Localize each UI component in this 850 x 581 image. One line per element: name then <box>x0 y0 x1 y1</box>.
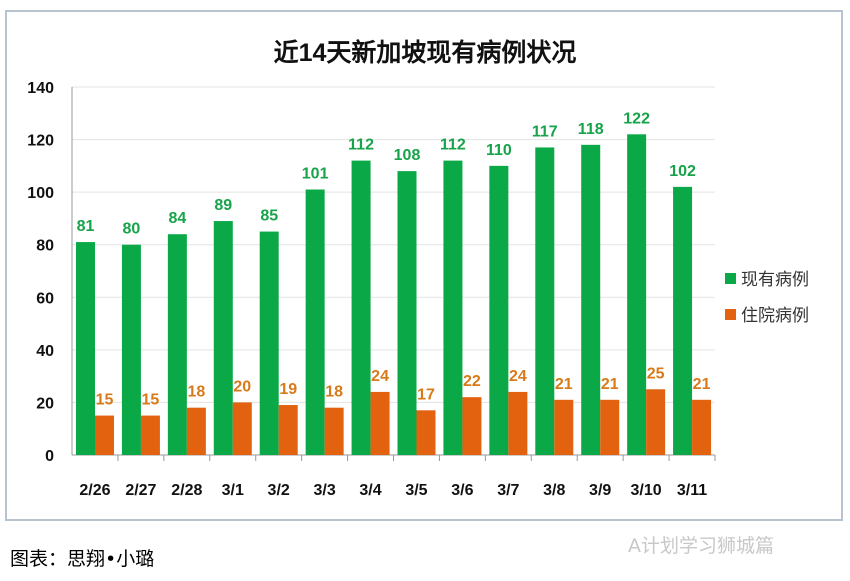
data-label: 85 <box>260 208 278 225</box>
x-tick-label: 2/26 <box>79 482 110 499</box>
x-tick-label: 3/4 <box>359 482 381 499</box>
bar-active <box>535 147 555 455</box>
data-label: 112 <box>348 137 374 154</box>
x-tick-label: 3/6 <box>451 482 473 499</box>
chart-title: 近14天新加坡现有病例状况 <box>274 38 577 67</box>
data-label: 84 <box>168 210 186 227</box>
y-tick-label: 0 <box>45 448 54 465</box>
data-label: 110 <box>486 142 512 159</box>
bar-hospitalized <box>692 399 712 455</box>
bar-active <box>259 231 279 455</box>
bar-active <box>305 189 325 455</box>
bar-active <box>443 160 463 455</box>
x-tick-label: 2/27 <box>125 482 156 499</box>
data-label: 118 <box>578 121 604 138</box>
data-label: 21 <box>601 376 619 393</box>
data-label: 15 <box>96 392 114 409</box>
bar-hospitalized <box>324 407 344 455</box>
bar-hospitalized <box>370 391 390 455</box>
data-label: 21 <box>693 376 711 393</box>
bar-hospitalized <box>600 399 620 455</box>
data-label: 101 <box>302 166 329 183</box>
y-tick-label: 60 <box>36 290 54 307</box>
legend-label: 现有病例 <box>741 270 809 290</box>
legend-swatch <box>725 273 736 284</box>
bar-active <box>489 165 509 455</box>
bar-active <box>351 160 371 455</box>
x-tick-label: 3/9 <box>589 482 611 499</box>
bar-hospitalized <box>186 407 206 455</box>
data-label: 18 <box>187 384 205 401</box>
data-label: 108 <box>394 147 421 164</box>
data-label: 19 <box>279 381 297 398</box>
bar-hospitalized <box>278 405 298 455</box>
data-label: 81 <box>77 218 95 235</box>
data-label: 21 <box>555 376 573 393</box>
data-label: 89 <box>214 197 232 214</box>
data-label: 25 <box>647 365 665 382</box>
bar-hospitalized <box>554 399 574 455</box>
legend-swatch <box>725 309 736 320</box>
watermark: A计划学习狮城篇 <box>628 535 774 557</box>
x-tick-label: 3/8 <box>543 482 565 499</box>
bar-hospitalized <box>95 415 114 455</box>
data-label: 112 <box>440 137 466 154</box>
x-tick-label: 3/11 <box>677 482 707 499</box>
bar-active <box>673 186 693 455</box>
x-tick-label: 3/3 <box>313 482 335 499</box>
y-tick-label: 120 <box>27 133 54 150</box>
bar-active <box>397 171 417 455</box>
y-tick-label: 140 <box>27 80 54 97</box>
x-tick-label: 2/28 <box>171 482 202 499</box>
data-label: 15 <box>142 392 160 409</box>
data-label: 24 <box>509 368 527 385</box>
bar-active <box>213 221 233 455</box>
y-tick-label: 80 <box>36 238 54 255</box>
bar-hospitalized <box>232 402 252 455</box>
bar-hospitalized <box>462 397 482 455</box>
y-tick-label: 40 <box>36 343 54 360</box>
x-tick-label: 3/2 <box>268 482 290 499</box>
legend-label: 住院病例 <box>741 306 809 326</box>
y-tick-label: 20 <box>36 395 54 412</box>
x-tick-label: 3/5 <box>405 482 427 499</box>
bar-hospitalized <box>646 389 666 455</box>
data-label: 102 <box>669 163 696 180</box>
data-label: 18 <box>325 384 343 401</box>
caption: 图表：思翔•小璐 <box>10 548 155 570</box>
bar-hospitalized <box>508 391 528 455</box>
x-tick-label: 3/10 <box>631 482 662 499</box>
y-tick-label: 100 <box>27 185 54 202</box>
bar-hospitalized <box>416 410 436 455</box>
bar-active <box>121 244 141 455</box>
bar-active <box>627 134 647 456</box>
x-tick-label: 3/7 <box>497 482 519 499</box>
data-label: 117 <box>532 123 558 140</box>
data-label: 80 <box>123 221 141 238</box>
data-label: 22 <box>463 373 481 390</box>
x-tick-label: 3/1 <box>222 482 244 499</box>
data-label: 122 <box>623 110 650 127</box>
data-label: 17 <box>417 386 435 403</box>
bar-active <box>167 234 187 455</box>
bar-hospitalized <box>140 415 160 455</box>
data-label: 24 <box>371 368 389 385</box>
data-label: 20 <box>233 378 251 395</box>
bar-active <box>76 242 95 455</box>
bar-active <box>581 144 601 456</box>
